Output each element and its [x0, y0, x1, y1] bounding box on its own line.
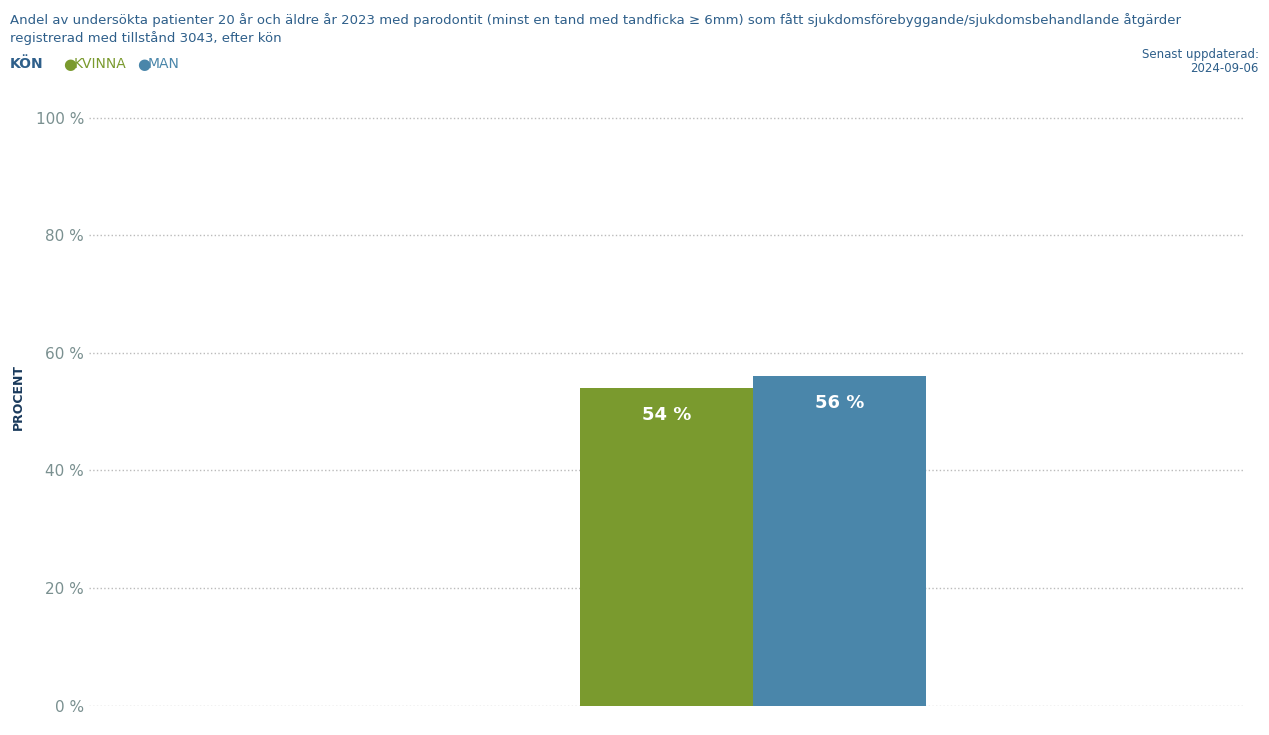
Text: Senast uppdaterad:: Senast uppdaterad: [1142, 48, 1259, 61]
Text: registrerad med tillstånd 3043, efter kön: registrerad med tillstånd 3043, efter kö… [10, 31, 282, 45]
Bar [580, 388, 753, 706]
Text: KVINNA: KVINNA [74, 57, 127, 71]
Text: ●: ● [137, 57, 150, 72]
Text: Andel av undersökta patienter 20 år och äldre år 2023 med parodontit (minst en t: Andel av undersökta patienter 20 år och … [10, 13, 1181, 27]
Text: 56 %: 56 % [815, 394, 864, 412]
Y-axis label: PROCENT: PROCENT [11, 364, 24, 430]
Text: KÖN: KÖN [10, 57, 43, 71]
Text: MAN: MAN [147, 57, 179, 71]
Text: 2024-09-06: 2024-09-06 [1190, 62, 1259, 76]
Text: 54 %: 54 % [642, 406, 690, 423]
Bar [753, 376, 926, 706]
Text: ●: ● [63, 57, 76, 72]
